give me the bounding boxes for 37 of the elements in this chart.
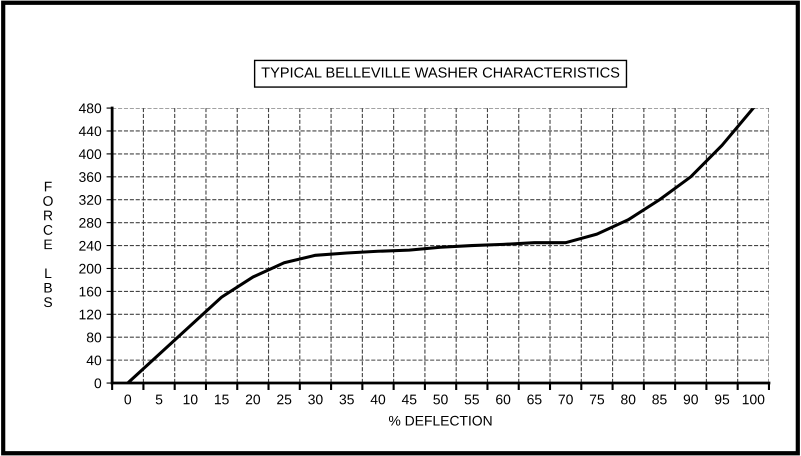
x-tick-label: 0 [124, 394, 132, 404]
x-tick-label: 60 [496, 394, 510, 404]
x-tick-label: 10 [184, 394, 198, 404]
x-tick-label: 95 [714, 394, 730, 404]
text: FORCE LBS [43, 182, 53, 308]
y-tick-label: 480 [78, 103, 102, 114]
x-tick-label: 70 [558, 394, 573, 404]
chart-title: TYPICAL BELLEVILLE WASHER CHARACTERISTICS [262, 67, 620, 78]
x-tick-label: 50 [433, 394, 448, 404]
y-tick-label: 280 [79, 218, 102, 228]
y-tick-label: 440 [78, 126, 102, 136]
x-tick-label: 85 [652, 394, 667, 404]
y-tick-label: 120 [80, 310, 102, 320]
y-tick-label: 200 [79, 264, 102, 274]
y-tick-label: 80 [86, 332, 102, 342]
y-tick-label: 240 [79, 240, 102, 251]
y-tick-label: 360 [79, 172, 102, 182]
x-axis-title: % DEFLECTION [388, 416, 492, 426]
x-tick-label: 25 [277, 394, 292, 404]
x-tick-label: 5 [156, 394, 162, 404]
y-tick-label: 160 [80, 286, 102, 297]
x-tick-label: 90 [684, 394, 698, 404]
y-tick-label: 320 [79, 195, 102, 205]
y-tick-label: 0 [94, 378, 102, 388]
x-tick-label: 30 [308, 394, 323, 404]
y-tick-label: 400 [78, 149, 102, 160]
x-tick-label: 20 [246, 394, 260, 404]
x-tick-label: 65 [527, 394, 542, 404]
y-tick-label: 40 [86, 355, 102, 366]
x-tick-label: 100 [742, 394, 764, 404]
x-tick-label: 45 [402, 394, 416, 404]
x-tick-label: 15 [214, 394, 229, 404]
x-tick-label: 55 [464, 394, 479, 404]
x-tick-label: 35 [340, 394, 354, 404]
x-tick-label: 75 [590, 394, 604, 404]
x-tick-label: 40 [370, 394, 386, 404]
x-tick-label: 80 [621, 394, 636, 404]
